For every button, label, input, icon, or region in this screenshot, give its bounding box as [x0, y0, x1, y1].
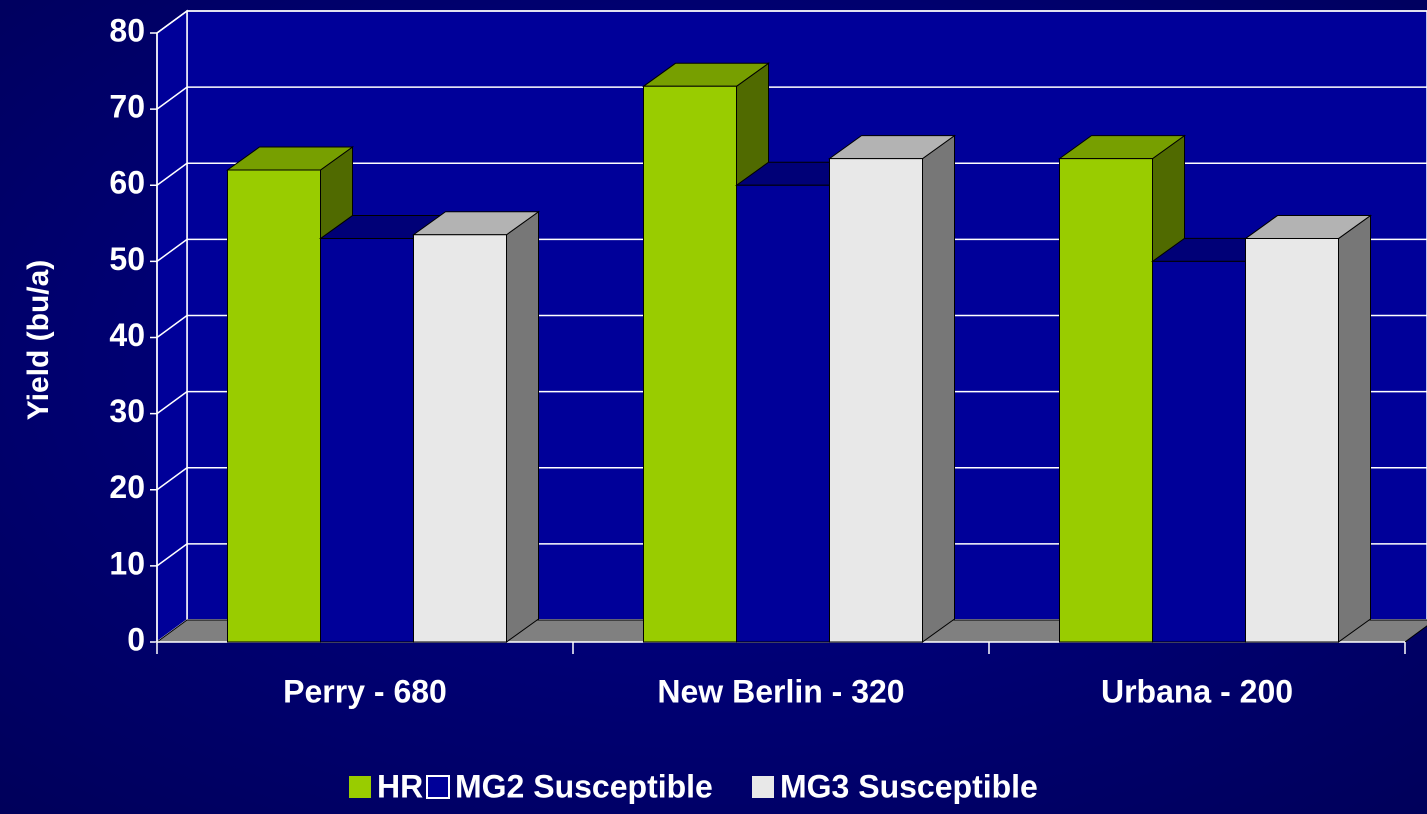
grid-line — [156, 86, 1427, 110]
bar-front — [320, 238, 414, 643]
bar-front — [1152, 260, 1246, 643]
bar — [411, 210, 541, 643]
x-tick-label: Perry - 680 — [283, 673, 447, 709]
legend-swatch — [349, 776, 371, 798]
x-tick-label: Urbana - 200 — [1101, 673, 1293, 709]
y-tick-label: 50 — [109, 241, 145, 277]
grid-line — [156, 162, 1427, 186]
y-tick-label: 80 — [109, 12, 145, 48]
x-tick-label: New Berlin - 320 — [657, 673, 904, 709]
bar-side — [506, 210, 539, 643]
grid-line — [156, 10, 1427, 34]
bar-front — [1059, 158, 1153, 643]
bar-front — [227, 169, 321, 643]
legend-label: MG3 Susceptible — [780, 768, 1038, 804]
grid-line — [156, 543, 1427, 567]
legend-swatch — [426, 775, 450, 799]
y-tick-label: 70 — [109, 89, 145, 125]
bar-front — [413, 234, 507, 643]
bar-front — [829, 158, 923, 643]
y-tick-label: 20 — [109, 469, 145, 505]
y-tick-label: 30 — [109, 393, 145, 429]
grid-line — [156, 314, 1427, 339]
grid-line — [156, 238, 1427, 262]
bar-side — [1338, 214, 1371, 643]
bar-front — [643, 85, 737, 643]
legend-label: MG2 Susceptible — [455, 768, 713, 804]
bar — [827, 134, 957, 643]
bar-side — [922, 134, 955, 643]
bar-front — [736, 184, 830, 643]
legend-swatch — [752, 776, 774, 798]
y-tick-label: 60 — [109, 165, 145, 201]
grid-line — [156, 390, 1427, 415]
bar-front — [1245, 238, 1339, 643]
y-tick-label: 40 — [109, 317, 145, 353]
grid-line — [156, 467, 1427, 491]
legend-label: HR — [377, 768, 423, 804]
y-tick-label: 10 — [109, 545, 145, 581]
y-tick-label: 0 — [127, 621, 145, 657]
y-axis-label: Yield (bu/a) — [22, 260, 55, 421]
bar — [1243, 214, 1373, 643]
